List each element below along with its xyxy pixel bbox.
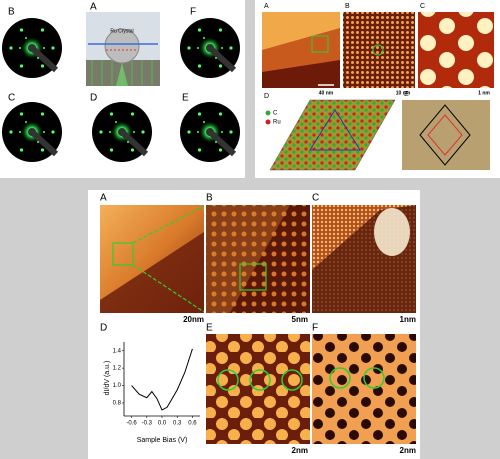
leed-pattern <box>180 102 240 162</box>
x-tick-label: 0.3 <box>173 421 182 427</box>
panel-label: E <box>182 93 189 104</box>
x-tick-label: -0.6 <box>126 421 137 427</box>
legend-label: Ru <box>273 120 281 126</box>
crystal-label: Ru Crystal <box>110 28 133 34</box>
panel-label: B <box>8 7 15 18</box>
scale-bar-label: 5nm <box>292 315 308 324</box>
leed-pattern <box>92 102 152 162</box>
panel-label: D <box>100 323 107 334</box>
scale-bar-label: 2nm <box>292 446 308 455</box>
panel-label: A <box>264 3 269 10</box>
legend-label: C <box>273 111 278 117</box>
panel-label: A <box>90 2 97 13</box>
y-axis-label: dI/dV (a.u.) <box>104 361 111 396</box>
panel-label: F <box>190 7 196 18</box>
y-tick-label: 1.0 <box>113 383 122 389</box>
panel-label: E <box>404 91 409 98</box>
panel-label: A <box>100 193 107 204</box>
scale-bar-label: 1nm <box>400 315 416 324</box>
x-tick-label: 0.0 <box>158 421 167 427</box>
x-tick-label: -0.3 <box>142 421 153 427</box>
panel-label: C <box>312 193 319 204</box>
data-line <box>131 348 193 411</box>
panel-label: B <box>206 193 213 204</box>
crystal-image <box>86 12 160 86</box>
leed-pattern <box>2 18 62 78</box>
x-tick-label: 0.6 <box>188 421 197 427</box>
y-tick-label: 1.4 <box>113 348 122 354</box>
panel-label: B <box>345 3 350 10</box>
y-tick-label: 0.8 <box>113 401 122 407</box>
panel-label: D <box>90 93 97 104</box>
stm-image <box>100 205 416 444</box>
leed-pattern <box>2 102 62 162</box>
x-axis-label: Sample Bias (V) <box>137 437 188 444</box>
stm-image <box>262 12 494 171</box>
panel-label: C <box>8 93 15 104</box>
panel-label: E <box>206 323 213 334</box>
scale-bar-label: 1 nm <box>478 90 490 96</box>
panel-label: C <box>420 3 425 10</box>
scale-bar-label: 40 nm <box>319 90 334 96</box>
scale-bar-label: 20nm <box>183 315 204 324</box>
panel-label: D <box>264 93 269 100</box>
scale-bar-label: 2nm <box>400 446 416 455</box>
leed-pattern <box>180 18 240 78</box>
scale-bar-label: 10 nm <box>396 90 411 96</box>
y-tick-label: 1.2 <box>113 366 122 372</box>
panel-label: F <box>312 323 318 334</box>
